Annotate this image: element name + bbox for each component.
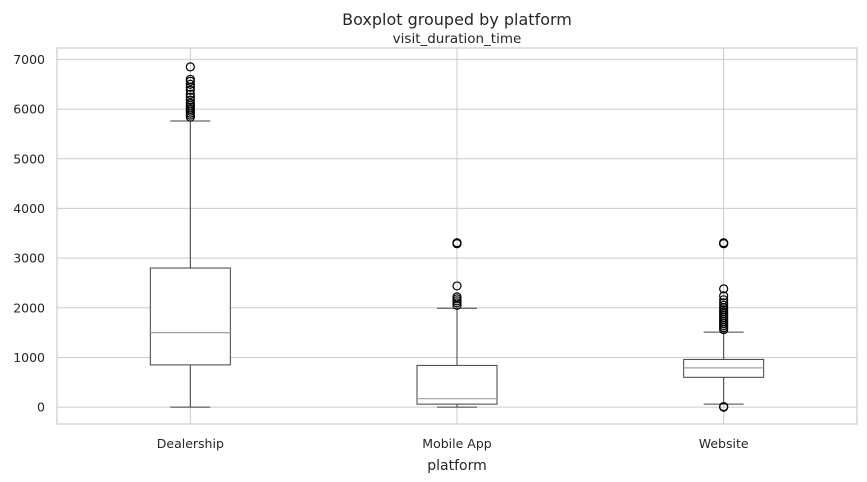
y-tick-label: 1000 bbox=[13, 350, 45, 365]
outlier-point bbox=[185, 92, 195, 102]
y-tick-labels: 0 1000 2000 3000 4000 5000 6000 7000 bbox=[13, 52, 45, 415]
box-dealership bbox=[149, 62, 231, 408]
outlier-point bbox=[185, 62, 195, 72]
outlier-point bbox=[452, 292, 462, 302]
y-tick-label: 5000 bbox=[13, 151, 45, 166]
box-mobile-app bbox=[416, 238, 498, 408]
x-tick-labels: Dealership Mobile App Website bbox=[157, 436, 749, 451]
iqr-box bbox=[416, 364, 498, 405]
y-tick-label: 4000 bbox=[13, 201, 45, 216]
boxes-group bbox=[149, 62, 765, 412]
outlier-point bbox=[452, 281, 462, 291]
outlier-point bbox=[185, 85, 195, 95]
outlier-point bbox=[185, 79, 195, 89]
y-tick-label: 6000 bbox=[13, 102, 45, 117]
outlier-point bbox=[719, 284, 729, 294]
outlier-point bbox=[719, 295, 729, 305]
x-tick-label: Mobile App bbox=[422, 436, 491, 451]
outlier-point bbox=[719, 238, 729, 248]
y-tick-label: 7000 bbox=[13, 52, 45, 67]
outlier-point bbox=[719, 300, 729, 310]
plot-frame bbox=[56, 47, 858, 425]
outlier-point bbox=[719, 291, 729, 301]
outlier-point bbox=[185, 74, 195, 84]
outlier-point bbox=[719, 298, 729, 308]
x-tick-label: Website bbox=[699, 436, 749, 451]
box-website bbox=[683, 238, 765, 412]
outlier-point bbox=[185, 98, 195, 108]
x-axis-label: platform bbox=[427, 458, 487, 474]
y-tick-label: 3000 bbox=[13, 251, 45, 266]
outlier-point bbox=[185, 89, 195, 99]
y-tick-label: 2000 bbox=[13, 300, 45, 315]
y-tick-label: 0 bbox=[37, 400, 45, 415]
x-tick-label: Dealership bbox=[157, 436, 224, 451]
iqr-box bbox=[149, 267, 231, 366]
outlier-point bbox=[452, 238, 462, 248]
outlier-point bbox=[185, 95, 195, 105]
outlier-point bbox=[719, 402, 729, 412]
chart-subtitle: visit_duration_time bbox=[393, 31, 522, 47]
chart-title: Boxplot grouped by platform bbox=[342, 10, 572, 29]
